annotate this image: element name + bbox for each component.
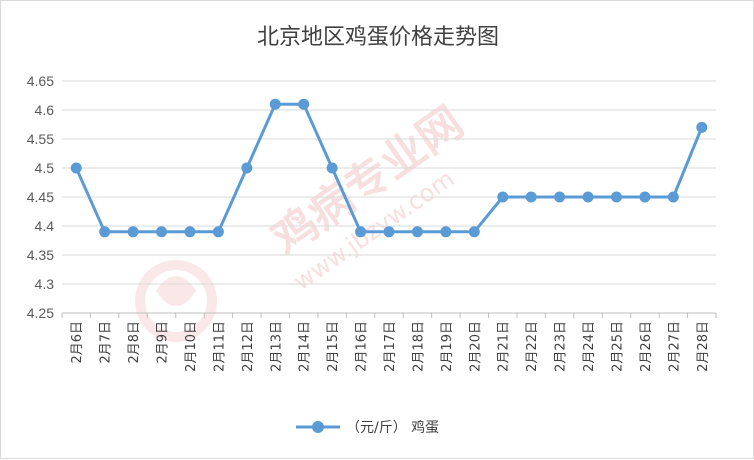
x-tick-label: 2月28日 bbox=[696, 321, 711, 372]
x-tick-label: 2月18日 bbox=[411, 321, 426, 372]
data-point bbox=[99, 226, 111, 238]
x-tick-label: 2月12日 bbox=[241, 321, 256, 372]
data-point bbox=[269, 98, 281, 110]
x-tick-label: 2月11日 bbox=[212, 321, 227, 372]
data-point bbox=[156, 226, 168, 238]
data-point bbox=[70, 162, 82, 174]
x-tick-label: 2月13日 bbox=[269, 321, 284, 372]
data-point bbox=[440, 226, 452, 238]
x-tick-label: 2月10日 bbox=[184, 321, 199, 372]
y-tick-label: 4.3 bbox=[35, 276, 55, 292]
x-tick-label: 2月8日 bbox=[127, 321, 142, 364]
data-point bbox=[696, 121, 708, 133]
data-point bbox=[212, 226, 224, 238]
x-tick-label: 2月21日 bbox=[497, 321, 512, 372]
x-tick-label: 2月17日 bbox=[383, 321, 398, 372]
x-tick-label: 2月6日 bbox=[70, 321, 85, 364]
data-point bbox=[667, 191, 679, 203]
x-tick-label: 2月7日 bbox=[99, 321, 114, 364]
y-tick-label: 4.55 bbox=[27, 131, 54, 147]
y-tick-label: 4.6 bbox=[35, 102, 55, 118]
legend-label: （元/斤） 鸡蛋 bbox=[346, 419, 439, 436]
data-point bbox=[554, 191, 566, 203]
x-tick-label: 2月16日 bbox=[355, 321, 370, 372]
x-axis bbox=[61, 312, 717, 318]
y-tick-label: 4.5 bbox=[35, 160, 55, 176]
x-tick-label: 2月20日 bbox=[468, 321, 483, 372]
legend: （元/斤） 鸡蛋 bbox=[296, 419, 439, 436]
x-tick-label: 2月23日 bbox=[554, 321, 569, 372]
data-point bbox=[639, 191, 651, 203]
y-tick-label: 4.4 bbox=[35, 218, 55, 234]
x-tick-label: 2月15日 bbox=[326, 321, 341, 372]
series-egg bbox=[70, 98, 708, 238]
data-point bbox=[184, 226, 196, 238]
x-tick-label: 2月25日 bbox=[610, 321, 625, 372]
y-tick-label: 4.35 bbox=[27, 247, 54, 263]
data-point bbox=[411, 226, 423, 238]
data-point bbox=[383, 226, 395, 238]
data-point bbox=[468, 226, 480, 238]
data-point bbox=[497, 191, 509, 203]
data-point bbox=[127, 226, 139, 238]
data-point bbox=[582, 191, 594, 203]
y-axis-ticks: 4.25 4.3 4.35 4.4 4.45 4.5 4.55 4.6 4.65 bbox=[27, 73, 54, 321]
x-tick-label: 2月14日 bbox=[298, 321, 313, 372]
legend-marker bbox=[312, 421, 324, 433]
data-point bbox=[241, 162, 253, 174]
x-tick-label: 2月22日 bbox=[525, 321, 540, 372]
data-point bbox=[610, 191, 622, 203]
x-tick-label: 2月27日 bbox=[667, 321, 682, 372]
data-point bbox=[525, 191, 537, 203]
data-point bbox=[326, 162, 338, 174]
data-point bbox=[298, 98, 310, 110]
x-tick-label: 2月19日 bbox=[440, 321, 455, 372]
x-tick-label: 2月26日 bbox=[639, 321, 654, 372]
x-tick-label: 2月24日 bbox=[582, 321, 597, 372]
watermark: 鸡病专业网 www.jbzyw.com bbox=[135, 97, 473, 342]
data-point bbox=[355, 226, 367, 238]
chart-title: 北京地区鸡蛋价格走势图 bbox=[257, 25, 499, 50]
x-tick-label: 2月9日 bbox=[156, 321, 171, 364]
y-tick-label: 4.25 bbox=[27, 305, 54, 321]
y-tick-label: 4.45 bbox=[27, 189, 54, 205]
x-axis-ticks: 2月6日 2月7日 2月8日 2月9日 2月10日 2月11日 2月12日 2月13日 2月14… bbox=[70, 321, 711, 372]
y-tick-label: 4.65 bbox=[27, 73, 54, 89]
watermark-logo bbox=[135, 260, 217, 342]
